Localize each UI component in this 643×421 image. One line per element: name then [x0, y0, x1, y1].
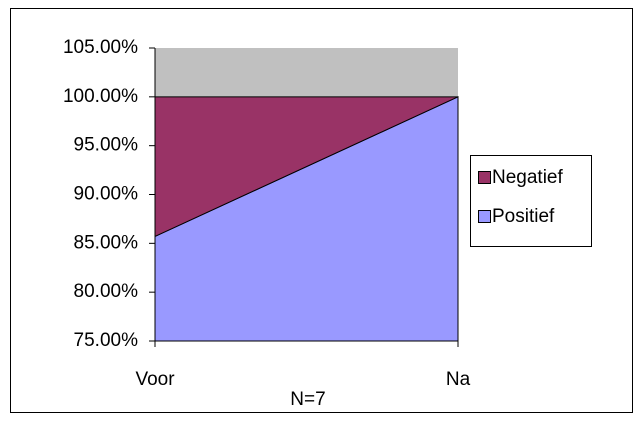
y-tick-label: 80.00%: [74, 281, 139, 302]
legend: [470, 155, 592, 247]
legend-swatch: [478, 171, 491, 184]
legend-label: Positief: [492, 206, 555, 227]
y-tick-label: 90.00%: [74, 184, 139, 205]
y-tick-label: 85.00%: [74, 232, 139, 253]
legend-swatch: [478, 210, 491, 223]
y-tick-label: 105.00%: [63, 37, 138, 58]
y-tick-label: 100.00%: [63, 86, 138, 107]
x-axis-title: N=7: [290, 389, 325, 410]
x-tick-label: Voor: [135, 369, 175, 390]
legend-label: Negatief: [492, 167, 563, 188]
y-tick-label: 75.00%: [74, 330, 139, 351]
y-tick-label: 95.00%: [74, 135, 139, 156]
x-tick-label: Na: [446, 369, 471, 390]
